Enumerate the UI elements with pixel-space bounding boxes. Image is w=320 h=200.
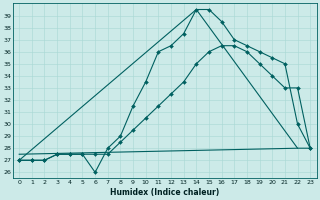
X-axis label: Humidex (Indice chaleur): Humidex (Indice chaleur) xyxy=(110,188,219,197)
